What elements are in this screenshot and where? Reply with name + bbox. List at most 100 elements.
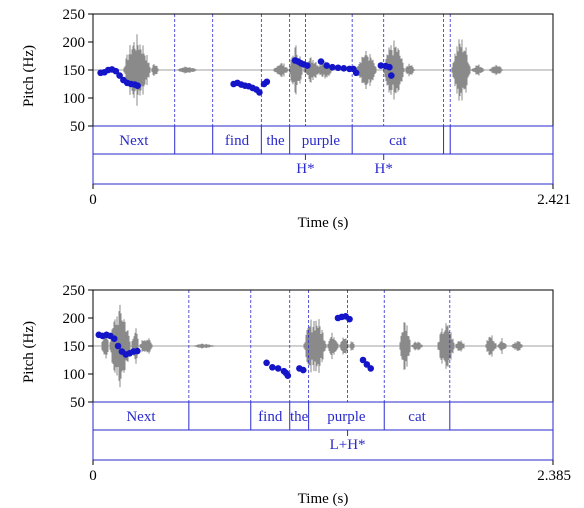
word-label: the: [290, 409, 309, 425]
pitch-point: [334, 64, 342, 72]
pitch-point: [352, 69, 360, 77]
pitch-point: [317, 58, 325, 65]
word-label: the: [266, 133, 285, 149]
pitch-panel-2: Next find the purple cat L+H* 50 100 150 200 250 Pi…: [21, 283, 571, 507]
x-tick-label: 2.421: [537, 192, 571, 208]
pitch-point: [114, 342, 122, 350]
x-axis-title: Time (s): [298, 215, 349, 231]
pitch-point: [263, 359, 270, 367]
waveform-burst: [193, 343, 215, 349]
tone-label: H*: [296, 161, 314, 177]
y-tick-label: 200: [63, 311, 86, 327]
waveform-burst: [451, 39, 471, 101]
plot-frame: [92, 13, 554, 185]
x-tick-label: 0: [89, 468, 97, 484]
pitch-point: [388, 72, 395, 79]
y-tick-label: 50: [70, 395, 85, 411]
waveform-burst: [349, 341, 355, 351]
word-label: cat: [389, 133, 407, 149]
pitch-series-5: [359, 356, 375, 372]
waveform-burst: [289, 45, 303, 95]
x-tick-label: 0: [89, 192, 97, 208]
y-tick-label: 150: [63, 339, 86, 355]
pitch-point: [304, 62, 311, 69]
waveform-burst: [383, 40, 405, 100]
pitch-point: [116, 72, 123, 79]
y-tick-label: 100: [63, 91, 86, 107]
pitch-series-5: [317, 58, 360, 77]
pitch-point: [269, 363, 276, 371]
y-axis-title: Pitch (Hz): [21, 45, 37, 107]
waveform: [101, 304, 523, 388]
pitch-point: [386, 63, 393, 71]
pitch-series-4: [291, 57, 311, 69]
pitch-point: [367, 365, 375, 372]
waveform-burst: [489, 64, 503, 76]
y-tick-label: 150: [63, 63, 86, 79]
x-axis-title: Time (s): [298, 491, 349, 507]
pitch-point: [134, 82, 141, 89]
pitch-point: [263, 78, 271, 86]
pitch-series-1: [97, 66, 141, 89]
word-label: Next: [119, 133, 149, 149]
waveform-burst: [131, 328, 139, 364]
waveform-burst: [399, 322, 411, 370]
waveform-burst: [455, 340, 465, 352]
pitch-series-6: [377, 62, 395, 79]
y-tick-label: 100: [63, 367, 86, 383]
waveform-burst: [411, 341, 423, 351]
y-tick-label: 250: [63, 283, 86, 299]
waveform-burst: [339, 337, 349, 355]
waveform: [123, 34, 503, 106]
waveform-burst: [151, 64, 159, 76]
waveform-burst: [123, 34, 151, 106]
pitch-series-4: [334, 313, 353, 323]
pitch-point: [274, 365, 282, 372]
word-label: find: [225, 133, 250, 149]
waveform-burst: [437, 323, 455, 369]
pitch-series-3: [260, 78, 271, 88]
plot-frame: [92, 289, 554, 461]
word-label: purple: [327, 409, 366, 425]
waveform-burst: [101, 333, 109, 359]
waveform-burst: [139, 338, 153, 354]
word-label: cat: [408, 409, 426, 425]
pitch-point: [323, 62, 331, 69]
waveform-burst: [405, 63, 415, 77]
pitch-point: [346, 315, 353, 323]
waveform-burst: [273, 63, 289, 77]
pitch-point: [329, 63, 336, 71]
pitch-point: [340, 65, 348, 72]
y-tick-label: 250: [63, 7, 86, 23]
y-tick-label: 200: [63, 35, 86, 51]
y-tick-label: 50: [70, 119, 85, 135]
pitch-point: [284, 372, 292, 379]
pitch-series-1: [95, 331, 141, 358]
pitch-series-2: [263, 359, 292, 379]
pitch-series-3: [296, 365, 307, 374]
waveform-burst: [303, 319, 327, 373]
waveform-burst: [177, 66, 197, 74]
pitch-point: [134, 347, 141, 355]
word-label: find: [258, 409, 283, 425]
pitch-point: [299, 366, 307, 374]
waveform-burst: [511, 341, 523, 351]
word-label: Next: [126, 409, 156, 425]
waveform-burst: [327, 332, 339, 360]
x-tick-label: 2.385: [537, 468, 571, 484]
pitch-point: [112, 67, 120, 75]
pitch-series-2: [230, 79, 263, 96]
y-axis-title: Pitch (Hz): [21, 321, 37, 383]
waveform-burst: [485, 335, 497, 357]
pitch-panel-1: Next find the purple cat H* H* 50 100 150 200 250 Pi…: [21, 7, 571, 231]
waveform-burst: [355, 51, 377, 89]
tone-label: L+H*: [330, 437, 366, 453]
waveform-burst: [471, 64, 485, 76]
word-label: purple: [302, 133, 341, 149]
tone-label: H*: [375, 161, 393, 177]
waveform-burst: [497, 338, 507, 354]
pitch-point: [256, 89, 263, 96]
pitch-point: [110, 335, 118, 343]
pitch-point: [359, 356, 367, 364]
